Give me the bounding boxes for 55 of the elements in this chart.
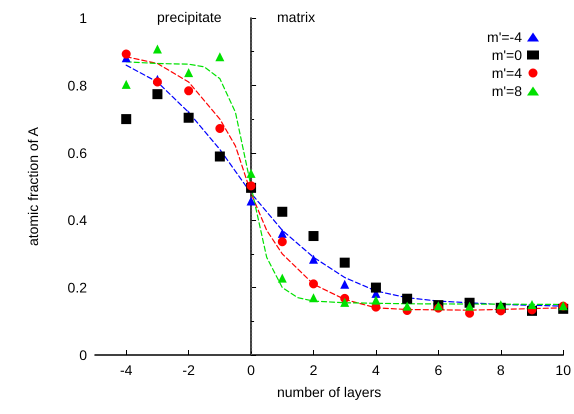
point [121, 114, 132, 124]
point [402, 294, 412, 304]
point [215, 52, 224, 62]
point [340, 298, 350, 307]
point [309, 279, 318, 288]
point [496, 300, 506, 310]
point [152, 89, 162, 100]
point [122, 80, 131, 89]
point [246, 196, 256, 206]
point [152, 44, 162, 54]
x-tick-label: -2 [182, 362, 196, 378]
x-tick-label: 2 [310, 362, 318, 378]
point [278, 274, 287, 283]
point [278, 228, 287, 238]
point [340, 280, 350, 289]
point [184, 68, 194, 78]
point [402, 302, 412, 311]
point [246, 181, 256, 190]
x-tick-label: 10 [555, 362, 572, 378]
annotation: matrix [277, 9, 316, 25]
point [246, 168, 256, 178]
legend-label: m'=4 [492, 65, 522, 81]
point [277, 206, 288, 217]
point [308, 231, 318, 242]
point [214, 152, 225, 162]
legend-label: m'=8 [492, 83, 522, 99]
point [278, 237, 287, 246]
y-tick-label: 0.6 [68, 144, 88, 161]
point [465, 302, 474, 311]
x-tick-label: 8 [496, 362, 505, 378]
y-tick-label: 0.4 [68, 212, 88, 228]
x-tick-label: -4 [120, 362, 133, 378]
y-axis-title: atomic fraction of A [25, 126, 41, 246]
point [371, 296, 380, 305]
legend-label: m'=0 [492, 47, 522, 63]
y-tick-label: 0.8 [68, 77, 88, 94]
point [370, 282, 381, 293]
annotation: precipitate [157, 9, 222, 25]
point [184, 112, 194, 123]
point [152, 78, 162, 87]
y-tick-label: 1 [79, 10, 88, 26]
point [309, 293, 318, 302]
point [309, 254, 318, 264]
y-tick-label: 0 [79, 347, 88, 363]
point [215, 124, 224, 134]
point [184, 86, 194, 96]
y-tick-label: 0.2 [68, 280, 88, 296]
x-tick-label: 0 [247, 362, 256, 378]
x-tick-label: 6 [434, 362, 442, 378]
point [528, 300, 536, 309]
legend-label: m'=-4 [487, 29, 522, 45]
point [122, 50, 131, 59]
x-tick-label: 4 [372, 362, 380, 378]
point [340, 258, 350, 268]
x-axis-title: number of layers [276, 384, 382, 400]
